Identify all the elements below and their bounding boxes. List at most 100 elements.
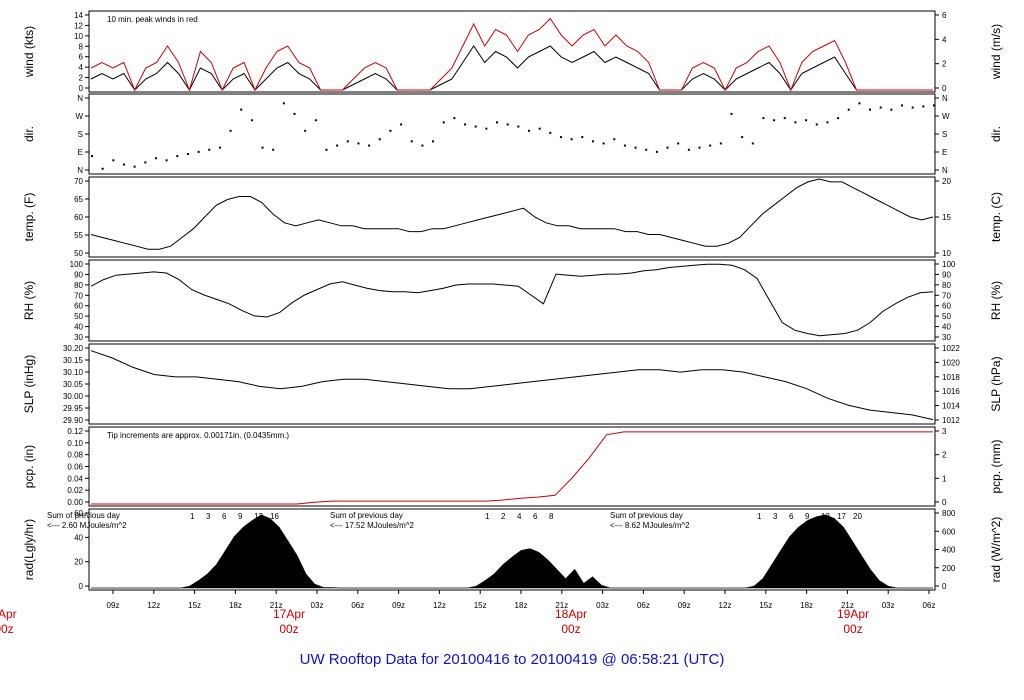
rh-right-tick-label: 30 — [942, 333, 951, 342]
dir-point — [858, 102, 861, 105]
dir-point — [176, 155, 179, 158]
rh-left-tick-label: 90 — [74, 270, 83, 279]
rad-note-line1: Sum of previous day — [47, 511, 120, 520]
wind-annotation: 10 min. peak winds in red — [107, 15, 198, 24]
dir-point — [869, 108, 872, 111]
slp-right-tick-label: 1022 — [942, 344, 960, 353]
dir-point — [91, 155, 93, 158]
dir-point — [826, 121, 829, 124]
pcp-left-tick-label: 0.00 — [67, 498, 83, 507]
footer-at: @ — [601, 651, 617, 668]
dir-point — [101, 167, 104, 170]
pcp-ylabel-left: pcp. (in) — [22, 445, 36, 488]
x-hour-tick-label: 03z — [882, 601, 895, 610]
dir-ylabel-left: dir. — [22, 126, 36, 142]
dir-point — [389, 129, 392, 132]
rad-hour-label: 2 — [501, 512, 506, 521]
dir-point — [357, 142, 360, 145]
dir-point — [581, 136, 584, 139]
rh-right-tick-label: 50 — [942, 312, 951, 321]
dir-point — [730, 112, 733, 115]
dir-point — [751, 142, 754, 145]
dir-point — [613, 138, 616, 141]
wind-ylabel-left: wind (kts) — [22, 26, 36, 78]
temp-frame — [88, 176, 936, 258]
dir-point — [378, 138, 381, 141]
dir-point — [527, 129, 530, 132]
slp-left-tick-label: 29.90 — [63, 416, 84, 425]
footer-start-date: 20100416 — [443, 651, 510, 668]
dir-point — [762, 117, 765, 120]
dir-point — [112, 159, 115, 162]
dir-point — [240, 108, 243, 111]
wind-left-tick-label: 2 — [79, 74, 84, 83]
footer-end-date: 20100419 — [530, 651, 598, 668]
rad-right-tick-label: 200 — [942, 564, 956, 573]
dir-frame — [88, 93, 936, 175]
x-day-label: 6Apr — [0, 607, 17, 621]
rh-right-tick-label: 80 — [942, 281, 951, 290]
rad-hour-label: 1 — [757, 512, 762, 521]
slp-right-tick-label: 1016 — [942, 387, 960, 396]
dir-point — [400, 123, 403, 126]
temp-left-tick-label: 55 — [74, 231, 83, 240]
slp-left-tick-label: 30.05 — [63, 380, 84, 389]
wind-series-line-0 — [90, 45, 933, 91]
rh-ylabel-left: RH (%) — [22, 281, 36, 320]
dir-point — [421, 144, 424, 147]
rh-right-tick-label: 40 — [942, 323, 951, 332]
dir-left-tick-label: W — [75, 112, 83, 121]
dir-point — [687, 148, 690, 151]
rad-note-line1: Sum of previous day — [330, 511, 403, 520]
slp-left-tick-label: 30.00 — [63, 392, 84, 401]
rad-left-tick-label: 0 — [79, 582, 84, 591]
pcp-series-line-0 — [91, 431, 933, 505]
dir-point — [368, 144, 371, 147]
rh-left-tick-label: 50 — [74, 312, 83, 321]
dir-point — [442, 121, 445, 124]
x-hour-tick-label: 12z — [147, 601, 160, 610]
pcp-right-tick-label: 0 — [942, 498, 947, 507]
dir-point — [559, 136, 562, 139]
dir-point — [805, 119, 808, 122]
temp-left-tick-label: 70 — [74, 177, 83, 186]
dir-point — [496, 121, 499, 124]
dir-point — [911, 106, 914, 109]
x-hour-tick-label: 09z — [107, 601, 120, 610]
dir-point — [453, 117, 456, 120]
dir-point — [847, 108, 850, 111]
wind-right-tick-label: 2 — [942, 60, 947, 69]
rad-hour-label: 17 — [837, 512, 846, 521]
rad-hour-label: 6 — [533, 512, 538, 521]
x-hour-tick-label: 15z — [474, 601, 487, 610]
pcp-right-tick-label: 3 — [942, 427, 947, 436]
x-hour-tick-label: 21z — [270, 601, 283, 610]
rh-left-tick-label: 30 — [74, 333, 83, 342]
rh-right-tick-label: 100 — [942, 260, 956, 269]
slp-right-tick-label: 1014 — [942, 402, 960, 411]
slp-ylabel-right: SLP (hPa) — [989, 356, 1003, 411]
rad-ylabel-right: rad (W/m^2) — [989, 517, 1003, 583]
rad-note-line1: Sum of previous day — [610, 511, 683, 520]
x-hour-tick-label: 12z — [719, 601, 732, 610]
dir-left-tick-label: S — [78, 130, 83, 139]
wind-left-tick-label: 0 — [79, 84, 84, 93]
dir-point — [922, 105, 925, 108]
slp-right-tick-label: 1012 — [942, 416, 960, 425]
x-hour-tick-label: 06z — [637, 601, 650, 610]
wind-ylabel-right: wind (m/s) — [989, 24, 1003, 80]
dir-point — [549, 131, 552, 134]
dir-point — [272, 148, 275, 151]
footer-time: 06:58:21 — [620, 651, 680, 668]
rad-right-tick-label: 800 — [942, 509, 956, 518]
wind-left-tick-label: 8 — [79, 42, 84, 51]
rad-hour-label: 13 — [254, 512, 263, 521]
temp-series-line-0 — [90, 178, 934, 250]
wind-frame — [88, 10, 936, 93]
dir-point — [783, 117, 786, 120]
dir-point — [570, 138, 573, 141]
pcp-left-tick-label: 0.10 — [67, 439, 83, 448]
pcp-annotation: Tip increments are approx. 0.00171in. (0… — [107, 431, 289, 440]
x-hour-tick-label: 03z — [311, 601, 324, 610]
rad-left-tick-label: 40 — [74, 533, 83, 542]
